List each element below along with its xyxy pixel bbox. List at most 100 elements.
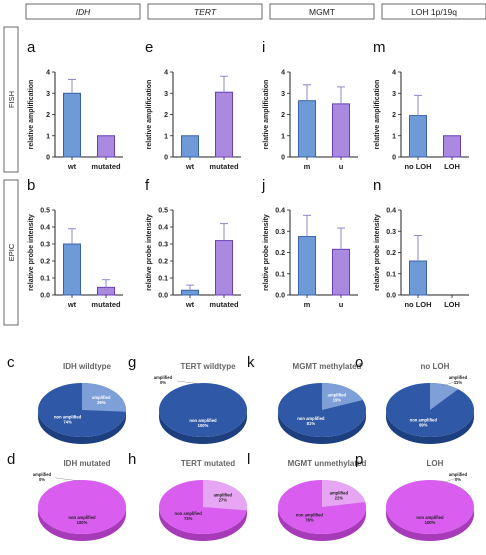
- slice-pct: 11%: [454, 380, 462, 385]
- bar-chart-m: m relative amplification 0 1 2 3 4 no LOH LOH: [373, 39, 469, 171]
- y-tick-label: 4: [164, 70, 168, 77]
- pie-title: LOH: [427, 459, 444, 468]
- panel-letter: j: [261, 177, 265, 194]
- y-axis-label: relative probe intensity: [374, 214, 381, 291]
- y-tick-label: 3: [281, 91, 285, 98]
- leader-line: [441, 380, 458, 387]
- pie-slice-amplified: [82, 383, 126, 412]
- y-tick-label: 0.4: [158, 225, 168, 232]
- y-axis-label: relative amplification: [146, 80, 153, 150]
- panel-letter: k: [247, 354, 255, 371]
- y-tick-label: 0.0: [40, 293, 50, 300]
- y-tick-label: 0.5: [158, 208, 168, 215]
- slice-pct: 27%: [219, 497, 228, 502]
- slice-pct: 100%: [77, 520, 88, 525]
- y-tick-label: 0.2: [275, 250, 285, 257]
- bar: [298, 100, 316, 158]
- slice-label: amplified: [330, 491, 349, 496]
- slice-pct: 81%: [307, 421, 316, 426]
- x-tick-label: LOH: [444, 300, 460, 309]
- pie-title: TERT mutated: [181, 459, 235, 468]
- panel-letter: h: [128, 451, 136, 468]
- bar-chart-a: a relative amplification 0 1 2 3 4 wt mutated: [27, 39, 123, 171]
- y-tick-label: 0.2: [40, 259, 50, 266]
- row-label-epic-box: [3, 179, 19, 326]
- slice-label: amplified: [449, 375, 468, 380]
- panel-letter: o: [355, 354, 363, 371]
- column-header-box: [381, 3, 486, 20]
- y-tick-label: 3: [46, 91, 50, 98]
- pie-title: MGMT methylated: [293, 362, 362, 371]
- y-tick-label: 0.0: [275, 293, 285, 300]
- slice-label: amplified: [154, 375, 173, 380]
- y-tick-label: 0: [392, 155, 396, 162]
- panel-letter: c: [7, 354, 15, 371]
- slice-label: non amplified: [296, 512, 324, 517]
- pie-slice-non-amplified: [159, 383, 247, 437]
- x-tick-label: LOH: [444, 162, 460, 171]
- panel-letter: g: [128, 354, 136, 371]
- bar: [97, 135, 115, 158]
- bar-chart-b: b relative probe intensity 0.0 0.1 0.2 0.3 0.4…: [27, 177, 123, 309]
- y-axis-label: relative probe intensity: [146, 214, 153, 291]
- slice-pct: 19%: [333, 398, 342, 403]
- slice-label: non amplified: [175, 511, 203, 516]
- y-tick-label: 0.0: [386, 293, 396, 300]
- bar: [181, 289, 199, 296]
- y-tick-label: 4: [392, 70, 396, 77]
- column-header-label: MGMT: [309, 7, 335, 17]
- x-tick-label: mutated: [209, 162, 239, 171]
- leader-line: [441, 477, 458, 484]
- bar-chart-j: j relative probe intensity 0.0 0.1 0.2 0.3 0.4…: [261, 177, 358, 309]
- bar: [409, 115, 427, 158]
- y-tick-label: 4: [46, 70, 50, 77]
- pie-side: [278, 507, 366, 541]
- pie-title: TERT wildtype: [180, 362, 236, 371]
- slice-label: non amplified: [410, 417, 438, 422]
- slice-pct: 74%: [63, 419, 72, 424]
- slice-pct: 100%: [198, 423, 209, 428]
- pie-side: [38, 507, 126, 541]
- x-tick-label: wt: [67, 162, 77, 171]
- y-tick-label: 2: [392, 112, 396, 119]
- bar-chart-e: e relative amplification 0 1 2 3 4 wt mutated: [145, 39, 241, 171]
- y-tick-label: 0.3: [40, 242, 50, 249]
- x-tick-label: mutated: [209, 300, 239, 309]
- y-tick-label: 0.2: [158, 259, 168, 266]
- column-header-box: [25, 3, 141, 20]
- slice-label: non amplified: [68, 515, 96, 520]
- x-tick-label: m: [304, 300, 311, 309]
- y-axis-label: relative probe intensity: [263, 214, 270, 291]
- x-tick-label: wt: [185, 162, 195, 171]
- panel-letter: b: [27, 177, 35, 194]
- slice-pct: 89%: [419, 422, 428, 427]
- bar: [215, 240, 233, 296]
- slice-label: amplified: [449, 472, 468, 477]
- pie-slice-amplified: [322, 383, 363, 410]
- bar: [332, 103, 350, 158]
- column-header-box: [269, 3, 375, 20]
- x-tick-label: no LOH: [404, 162, 431, 171]
- panel-letter: l: [247, 451, 250, 468]
- row-label-fish-label: FISH: [7, 91, 16, 108]
- x-tick-label: m: [304, 162, 311, 171]
- x-tick-label: mutated: [91, 300, 121, 309]
- panel-letter: m: [373, 39, 386, 56]
- y-tick-label: 0.4: [386, 208, 396, 215]
- panel-letter: f: [145, 177, 150, 194]
- bar: [409, 260, 427, 296]
- y-tick-label: 0.4: [275, 208, 285, 215]
- leader-line: [176, 380, 202, 385]
- y-tick-label: 0: [46, 155, 50, 162]
- pie-slice-amplified: [322, 480, 366, 507]
- pie-title: IDH wildtype: [63, 362, 112, 371]
- y-tick-label: 1: [281, 133, 285, 140]
- slice-pct: 0%: [455, 477, 461, 482]
- slice-pct: 0%: [39, 477, 45, 482]
- column-header-label: IDH: [76, 7, 92, 17]
- slice-pct: 73%: [184, 516, 193, 521]
